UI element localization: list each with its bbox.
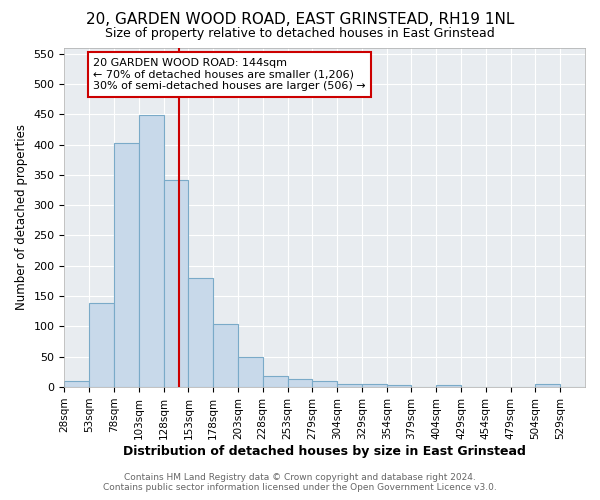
Bar	[362, 384, 386, 387]
Text: 20, GARDEN WOOD ROAD, EAST GRINSTEAD, RH19 1NL: 20, GARDEN WOOD ROAD, EAST GRINSTEAD, RH…	[86, 12, 514, 28]
Text: 20 GARDEN WOOD ROAD: 144sqm
← 70% of detached houses are smaller (1,206)
30% of : 20 GARDEN WOOD ROAD: 144sqm ← 70% of det…	[93, 58, 366, 91]
Bar	[535, 384, 560, 387]
Bar	[188, 278, 213, 387]
Text: Size of property relative to detached houses in East Grinstead: Size of property relative to detached ho…	[105, 28, 495, 40]
Bar	[436, 386, 461, 387]
Bar	[313, 381, 337, 387]
Bar	[89, 304, 114, 387]
Bar	[64, 381, 89, 387]
Bar	[213, 324, 238, 387]
Text: Contains HM Land Registry data © Crown copyright and database right 2024.
Contai: Contains HM Land Registry data © Crown c…	[103, 473, 497, 492]
X-axis label: Distribution of detached houses by size in East Grinstead: Distribution of detached houses by size …	[123, 444, 526, 458]
Bar	[337, 384, 362, 387]
Bar	[287, 378, 313, 387]
Y-axis label: Number of detached properties: Number of detached properties	[15, 124, 28, 310]
Bar	[164, 180, 188, 387]
Bar	[238, 357, 263, 387]
Bar	[386, 384, 412, 387]
Bar	[139, 116, 164, 387]
Bar	[263, 376, 287, 387]
Bar	[114, 144, 139, 387]
